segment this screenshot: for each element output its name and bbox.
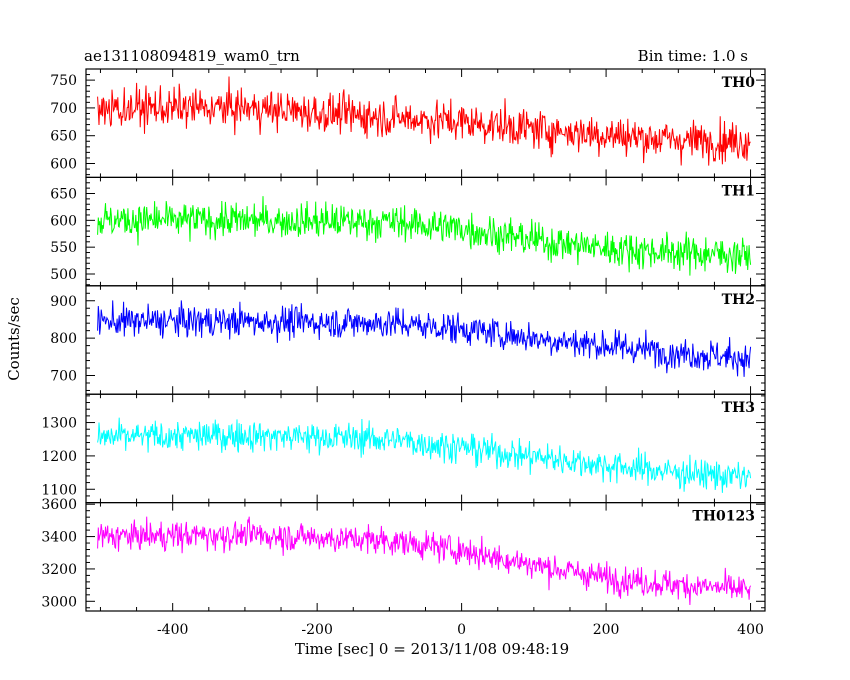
- series-line-th0123: [97, 516, 752, 606]
- chart-title: ae131108094819_wam0_trn: [84, 47, 300, 65]
- y-tick-label: 1300: [41, 416, 77, 432]
- panel-label-th2: TH2: [722, 292, 755, 308]
- x-axis-label: Time [sec] 0 = 2013/11/08 09:48:19: [295, 640, 569, 658]
- panel-frame: [85, 68, 766, 179]
- panel-label-th0123: TH0123: [692, 509, 755, 525]
- y-tick-label: 650: [50, 186, 77, 202]
- y-tick-label: 1100: [41, 482, 77, 498]
- y-tick-label: 550: [50, 240, 77, 256]
- panel-frame: [85, 285, 766, 395]
- y-tick-label: 3000: [41, 594, 77, 610]
- y-tick-label: 800: [50, 331, 77, 347]
- series-line-th3: [97, 417, 752, 493]
- panel-label-th0: TH0: [722, 75, 756, 91]
- y-tick-label: 3600: [41, 497, 77, 513]
- series-line-th1: [97, 196, 752, 276]
- panel-frame: [85, 502, 766, 612]
- y-tick-label: 700: [50, 369, 77, 385]
- y-tick-label: 700: [50, 101, 77, 117]
- x-tick-label: 0: [457, 622, 466, 638]
- y-tick-label: 900: [50, 294, 77, 310]
- y-tick-label: 3400: [41, 530, 77, 546]
- y-tick-label: 600: [50, 157, 77, 173]
- y-tick-label: 750: [50, 73, 77, 89]
- y-tick-label: 500: [50, 267, 77, 283]
- panel-label-th1: TH1: [722, 183, 755, 199]
- x-tick-label: 200: [593, 622, 620, 638]
- y-tick-label: 650: [50, 129, 77, 145]
- x-tick-label: -400: [157, 622, 188, 638]
- bin-time-label: Bin time: 1.0 s: [638, 47, 748, 65]
- panels: 600 650 700 750 TH0 500 550 600 650 TH1 700 800 900 T…: [41, 68, 766, 638]
- series-line-th0: [97, 76, 751, 166]
- x-tick-label: -200: [301, 622, 332, 638]
- y-tick-label: 600: [50, 213, 77, 229]
- series-line-th2: [97, 300, 752, 377]
- x-tick-label: 400: [737, 622, 764, 638]
- y-axis-label: Counts/sec: [5, 297, 23, 381]
- panel-label-th3: TH3: [722, 400, 755, 416]
- y-tick-label: 1200: [41, 449, 77, 465]
- y-tick-label: 3200: [41, 562, 77, 578]
